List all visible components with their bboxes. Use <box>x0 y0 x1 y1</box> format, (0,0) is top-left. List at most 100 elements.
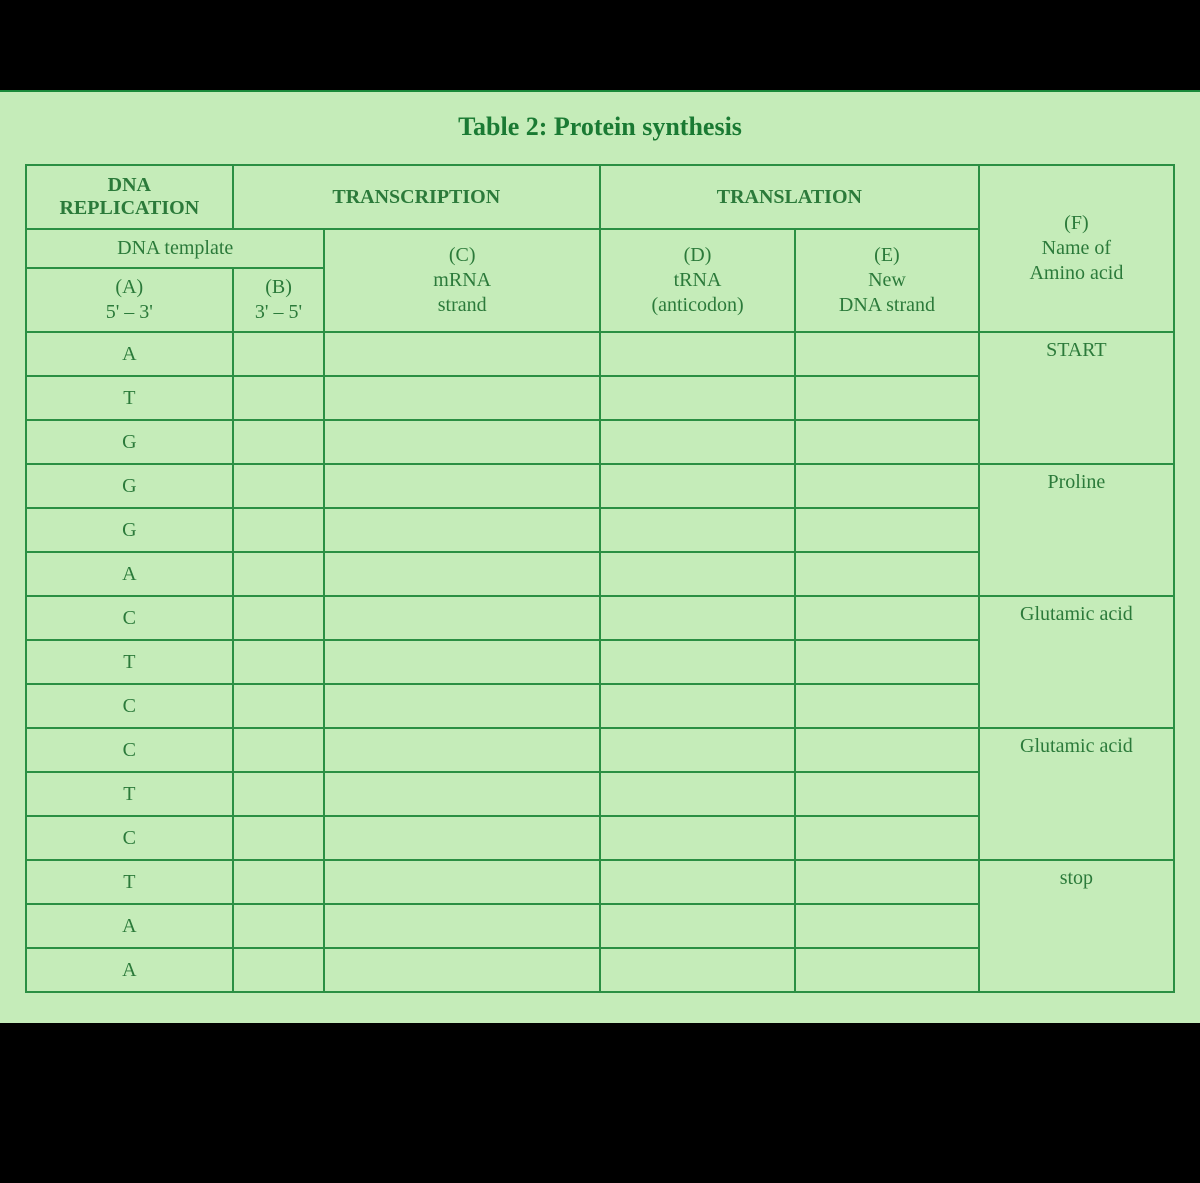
d-l1: tRNA <box>605 268 790 293</box>
d-l2: (anticodon) <box>605 293 790 318</box>
hdr-translation: TRANSLATION <box>600 165 979 229</box>
cell-c <box>324 332 600 376</box>
cell-e <box>795 552 979 596</box>
cell-b <box>233 904 325 948</box>
cell-d <box>600 508 795 552</box>
hdr-dna-replication-l2: REPLICATION <box>33 197 226 220</box>
cell-a: G <box>26 420 233 464</box>
cell-b <box>233 816 325 860</box>
cell-c <box>324 728 600 772</box>
cell-b <box>233 376 325 420</box>
cell-a: A <box>26 948 233 992</box>
cell-c <box>324 860 600 904</box>
cell-e <box>795 904 979 948</box>
e-code: (E) <box>800 243 974 268</box>
cell-a: A <box>26 904 233 948</box>
cell-e <box>795 640 979 684</box>
a-label: 5' – 3' <box>31 300 228 325</box>
cell-e <box>795 332 979 376</box>
f-l1: Name of <box>984 236 1169 261</box>
hdr-dna-template: DNA template <box>26 229 324 268</box>
cell-b <box>233 332 325 376</box>
cell-b <box>233 684 325 728</box>
table-row: T stop <box>26 860 1174 904</box>
cell-c <box>324 772 600 816</box>
cell-b <box>233 596 325 640</box>
cell-amino: stop <box>979 860 1174 992</box>
cell-e <box>795 772 979 816</box>
cell-d <box>600 464 795 508</box>
hdr-col-e: (E) New DNA strand <box>795 229 979 332</box>
synthesis-table: DNA REPLICATION TRANSCRIPTION TRANSLATIO… <box>25 164 1175 993</box>
cell-b <box>233 464 325 508</box>
cell-c <box>324 552 600 596</box>
table-card: Table 2: Protein synthesis // Remove the… <box>0 90 1200 1023</box>
cell-c <box>324 596 600 640</box>
cell-e <box>795 684 979 728</box>
cell-b <box>233 420 325 464</box>
hdr-col-c: (C) mRNA strand <box>324 229 600 332</box>
b-label: 3' – 5' <box>238 300 320 325</box>
cell-amino: Glutamic acid <box>979 728 1174 860</box>
cell-a: G <box>26 508 233 552</box>
cell-a: C <box>26 816 233 860</box>
b-code: (B) <box>238 275 320 300</box>
hdr-transcription: TRANSCRIPTION <box>233 165 600 229</box>
table-row: A START <box>26 332 1174 376</box>
cell-e <box>795 816 979 860</box>
f-l2: Amino acid <box>984 261 1169 286</box>
table-row: G Proline <box>26 464 1174 508</box>
cell-d <box>600 332 795 376</box>
cell-b <box>233 772 325 816</box>
cell-d <box>600 420 795 464</box>
cell-d <box>600 640 795 684</box>
cell-b <box>233 728 325 772</box>
cell-d <box>600 772 795 816</box>
e-l1: New <box>800 268 974 293</box>
cell-e <box>795 596 979 640</box>
cell-d <box>600 552 795 596</box>
cell-c <box>324 464 600 508</box>
cell-d <box>600 904 795 948</box>
hdr-dna-replication-l1: DNA <box>33 174 226 197</box>
cell-c <box>324 376 600 420</box>
cell-a: C <box>26 684 233 728</box>
cell-c <box>324 420 600 464</box>
cell-b <box>233 860 325 904</box>
cell-d <box>600 728 795 772</box>
table-row: C Glutamic acid <box>26 596 1174 640</box>
cell-d <box>600 684 795 728</box>
hdr-col-f: (F) Name of Amino acid <box>979 165 1174 332</box>
hdr-col-a: (A) 5' – 3' <box>26 268 233 332</box>
cell-d <box>600 948 795 992</box>
cell-e <box>795 728 979 772</box>
cell-a: T <box>26 640 233 684</box>
cell-a: C <box>26 728 233 772</box>
a-code: (A) <box>31 275 228 300</box>
cell-amino: START <box>979 332 1174 464</box>
cell-c <box>324 640 600 684</box>
cell-b <box>233 948 325 992</box>
cell-e <box>795 508 979 552</box>
cell-d <box>600 860 795 904</box>
table-title: Table 2: Protein synthesis <box>25 112 1175 142</box>
cell-c <box>324 508 600 552</box>
d-code: (D) <box>605 243 790 268</box>
cell-e <box>795 420 979 464</box>
cell-c <box>324 948 600 992</box>
cell-a: C <box>26 596 233 640</box>
c-code: (C) <box>329 243 595 268</box>
table-row: C Glutamic acid <box>26 728 1174 772</box>
cell-e <box>795 464 979 508</box>
cell-a: A <box>26 332 233 376</box>
cell-a: T <box>26 376 233 420</box>
cell-d <box>600 376 795 420</box>
cell-d <box>600 596 795 640</box>
hdr-col-b: (B) 3' – 5' <box>233 268 325 332</box>
bottom-black-band <box>0 1023 1200 1183</box>
cell-d <box>600 816 795 860</box>
c-l1: mRNA <box>329 268 595 293</box>
cell-c <box>324 816 600 860</box>
e-l2: DNA strand <box>800 293 974 318</box>
cell-e <box>795 948 979 992</box>
